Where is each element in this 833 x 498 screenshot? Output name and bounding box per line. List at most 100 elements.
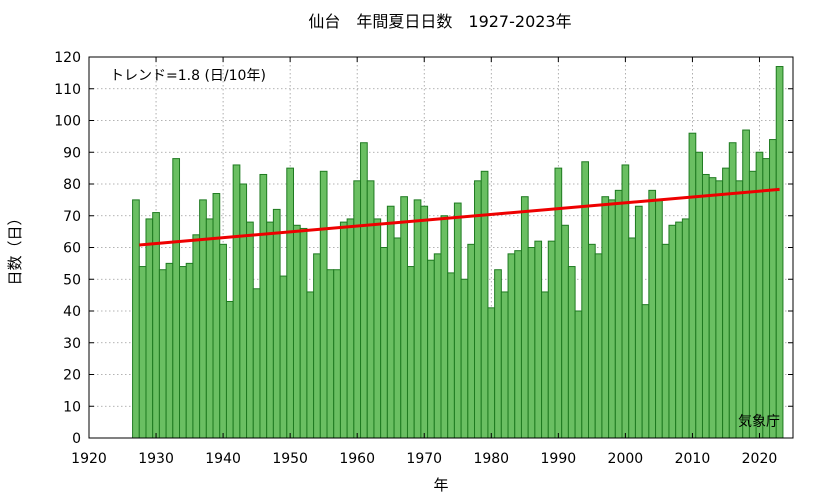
bar-1976 [460, 278, 469, 439]
bar-2008 [675, 221, 683, 439]
y-tick-label: 120 [54, 50, 81, 66]
chart-title: 仙台 年間夏日日数 1927-2023年 [308, 12, 571, 31]
bar-1993 [574, 310, 583, 439]
bar-1987 [534, 240, 543, 439]
bar-1944 [246, 221, 254, 439]
bar-1951 [292, 224, 301, 439]
x-tick-label: 2000 [608, 451, 644, 467]
bar-1983 [507, 253, 516, 439]
bar-2006 [661, 243, 670, 439]
bar-2012 [701, 173, 710, 439]
x-tick-label: 1950 [272, 451, 308, 467]
bar-1927 [132, 199, 140, 439]
bar-1934 [179, 266, 187, 439]
bar-1956 [326, 269, 335, 439]
x-tick-label: 1970 [406, 451, 442, 467]
bar-1974 [447, 272, 455, 439]
bar-1984 [514, 250, 522, 439]
bar-1998 [608, 199, 616, 439]
y-tick-label: 30 [63, 336, 81, 352]
bar-1933 [172, 158, 181, 439]
bar-1968 [406, 266, 415, 439]
bar-1955 [319, 170, 328, 439]
bar-1950 [286, 167, 294, 439]
bar-1996 [594, 253, 603, 439]
bar-1995 [588, 243, 596, 439]
bar-1958 [339, 221, 348, 439]
bar-1945 [252, 288, 261, 439]
bar-1978 [474, 180, 482, 439]
bar-2000 [621, 164, 630, 439]
bar-2020 [755, 151, 764, 439]
y-tick-label: 110 [54, 82, 81, 98]
bar-1949 [279, 275, 288, 439]
bar-1940 [219, 243, 227, 439]
bar-1931 [158, 269, 167, 439]
bar-1988 [541, 291, 549, 439]
trend-label: トレンド=1.8 (日/10年) [110, 68, 266, 84]
bar-1952 [299, 227, 308, 439]
bar-1989 [547, 240, 556, 439]
trend-line [139, 187, 780, 247]
bar-2014 [715, 180, 724, 439]
bar-2018 [742, 129, 750, 439]
bar-1961 [360, 142, 368, 439]
x-tick-label: 1980 [473, 451, 509, 467]
y-tick-label: 70 [63, 209, 81, 225]
y-tick-label: 40 [63, 304, 81, 320]
x-tick-label: 2020 [742, 451, 778, 467]
x-tick-label: 1990 [541, 451, 577, 467]
bar-2004 [648, 189, 657, 439]
bar-1929 [145, 218, 154, 439]
bar-1930 [152, 212, 160, 439]
x-tick-label: 2010 [675, 451, 711, 467]
y-tick-label: 10 [63, 399, 81, 415]
bar-1942 [232, 164, 241, 439]
bar-2015 [722, 167, 730, 439]
y-tick-label: 100 [54, 114, 81, 130]
bar-1969 [413, 199, 422, 439]
bar-1965 [386, 205, 395, 439]
y-tick-label: 50 [63, 272, 81, 288]
y-tick-label: 90 [63, 145, 81, 161]
x-tick-label: 1940 [205, 451, 241, 467]
bar-2023 [775, 66, 784, 439]
bar-1981 [494, 269, 502, 439]
bar-1991 [561, 224, 569, 439]
bar-1980 [487, 307, 496, 439]
bar-2002 [634, 205, 643, 439]
bars [132, 66, 784, 439]
bar-1964 [380, 247, 388, 439]
bar-1994 [581, 161, 590, 439]
bar-1957 [333, 269, 341, 439]
y-tick-label: 60 [63, 241, 81, 257]
bar-2019 [748, 170, 757, 439]
bar-1943 [239, 183, 248, 439]
bar-1948 [272, 208, 281, 439]
bar-1939 [212, 193, 221, 439]
bar-1979 [480, 170, 489, 439]
bar-1963 [373, 218, 382, 439]
x-axis-title: 年 [433, 476, 448, 494]
bar-1960 [353, 180, 362, 439]
bar-1941 [225, 300, 234, 439]
bar-1947 [266, 221, 274, 439]
bar-1985 [520, 196, 529, 439]
x-tick-label: 1920 [71, 451, 107, 467]
bar-2013 [708, 177, 717, 439]
bar-1982 [500, 291, 509, 439]
bar-1938 [205, 218, 214, 439]
x-axis-ticks: 1920 1930 1940 1950 1960 1970 1980 1990 2000 2010… [71, 57, 777, 467]
bar-1975 [453, 202, 462, 439]
bar-1992 [567, 266, 576, 439]
y-tick-label: 20 [63, 368, 81, 384]
bar-1946 [259, 173, 268, 439]
bar-1986 [527, 247, 536, 439]
bar-1953 [306, 291, 315, 439]
bar-2016 [728, 142, 737, 439]
bar-1977 [467, 243, 476, 439]
bar-2017 [735, 180, 744, 439]
bar-1959 [346, 218, 355, 439]
bar-2009 [681, 218, 690, 439]
